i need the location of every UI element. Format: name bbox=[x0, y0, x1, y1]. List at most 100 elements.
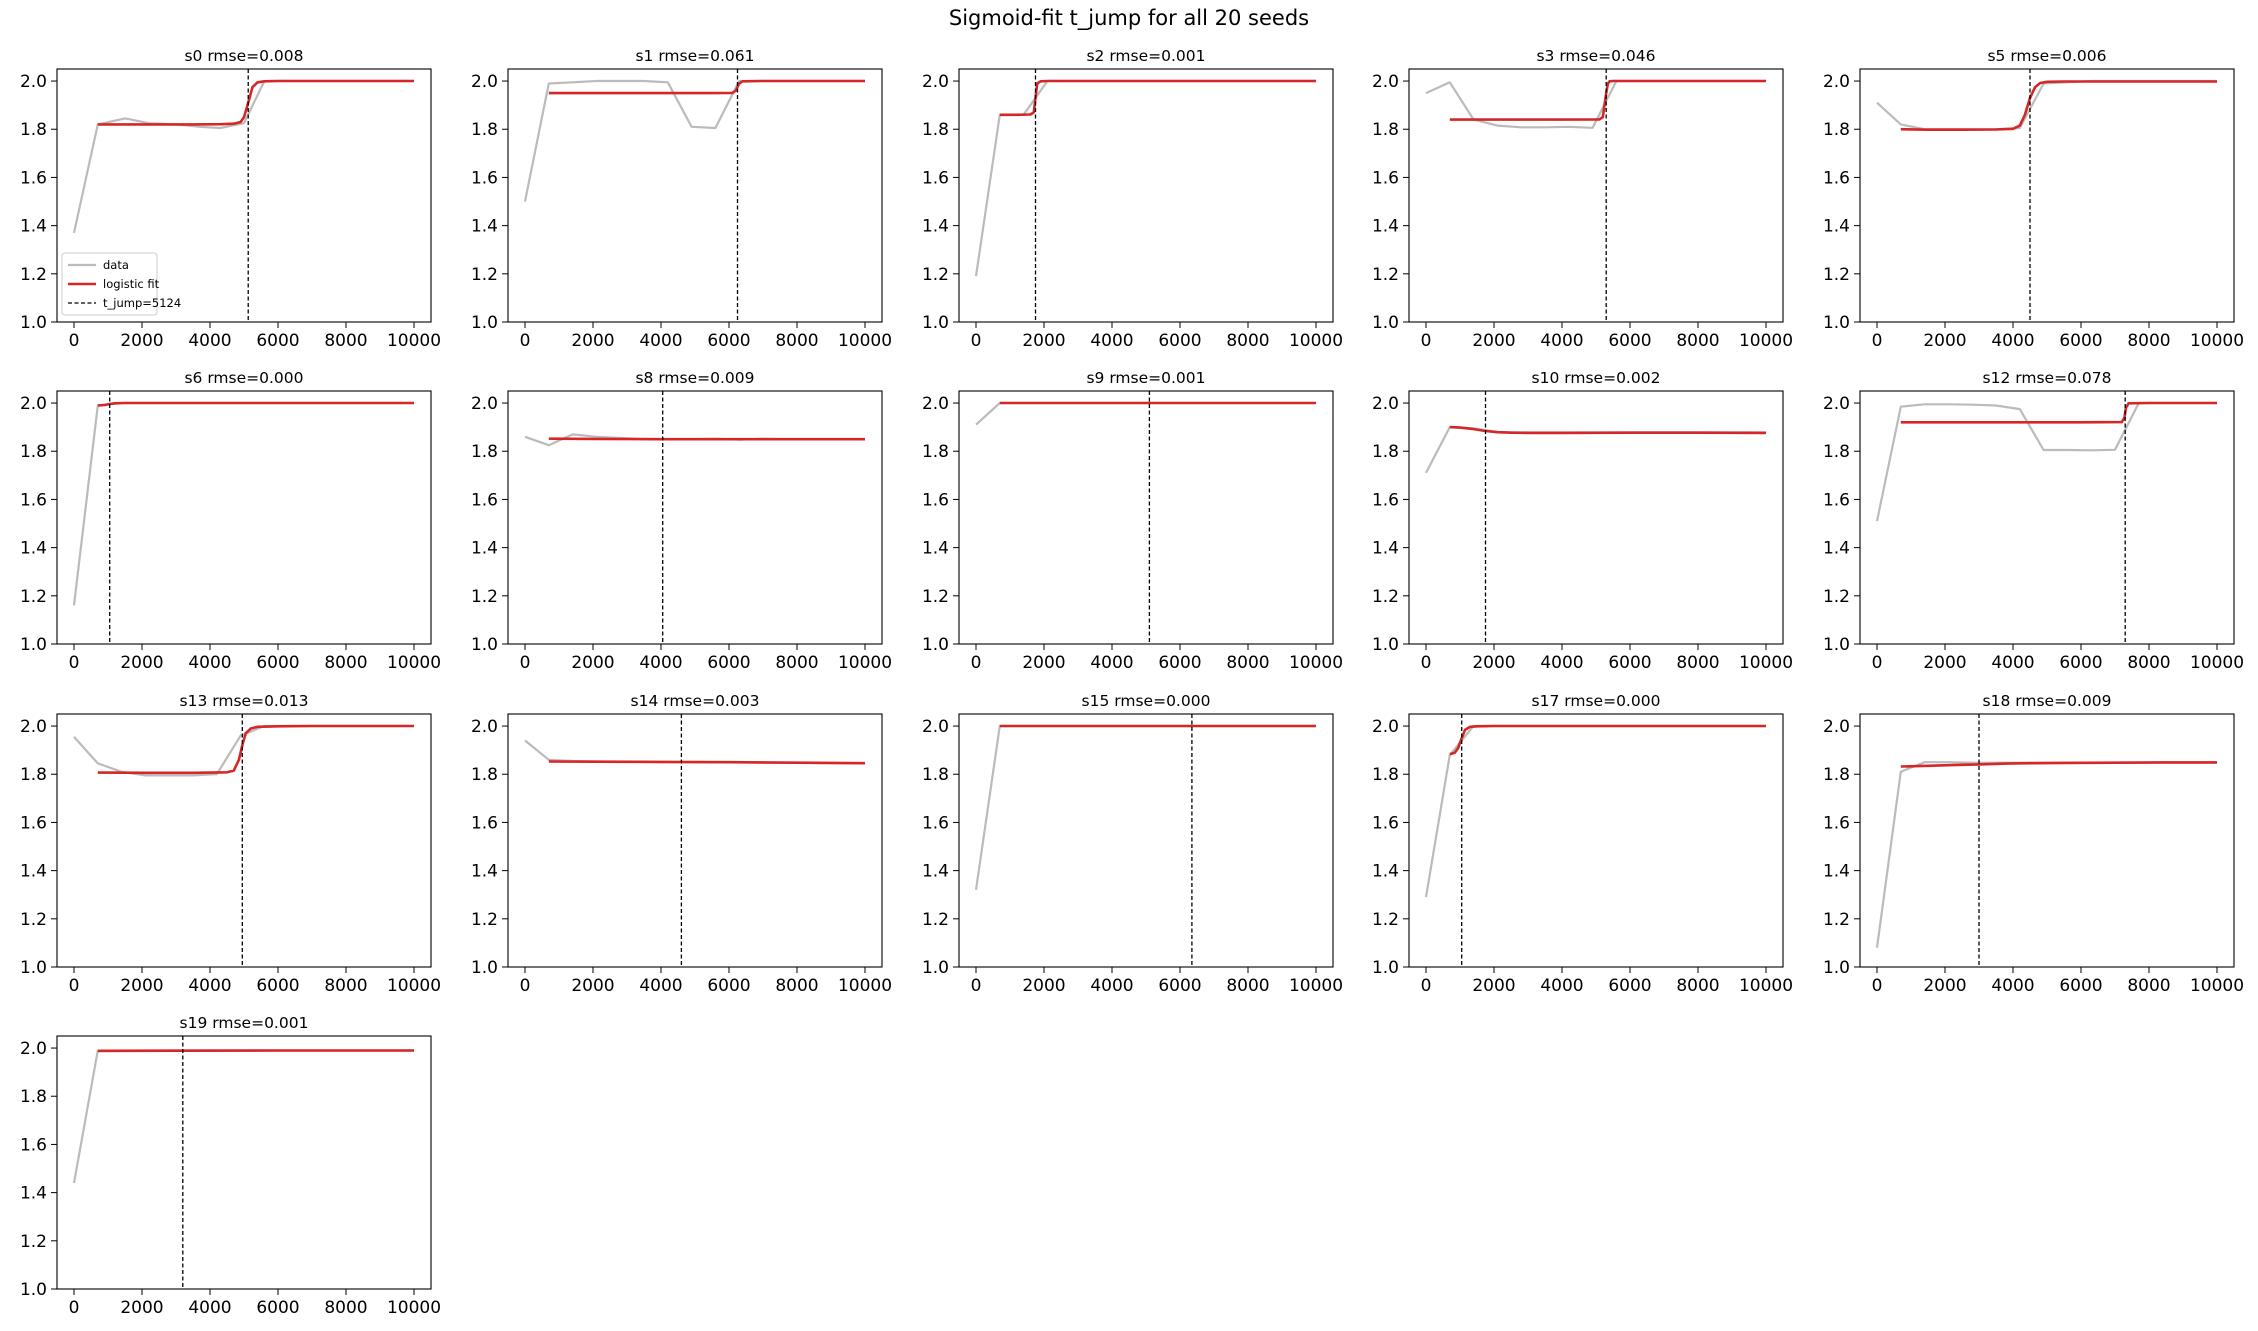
y-tick-label: 1.2 bbox=[1823, 910, 1850, 930]
x-tick-label: 8000 bbox=[1676, 331, 1719, 351]
subplot-4: s5 rmse=0.006 0 2000 4000 6000 8000 10000 1.0 1.… bbox=[1823, 47, 2244, 351]
y-tick-label: 1.0 bbox=[471, 635, 498, 655]
legend-box bbox=[61, 252, 158, 316]
subplot-10: s13 rmse=0.013 0 2000 4000 6000 8000 10000 1.0 1… bbox=[20, 692, 441, 996]
y-tick-label: 1.0 bbox=[20, 635, 47, 655]
y-tick-label: 1.4 bbox=[922, 539, 949, 559]
subplot-title: s0 rmse=0.008 bbox=[184, 47, 303, 65]
x-tick-label: 0 bbox=[520, 331, 531, 351]
y-tick-label: 1.6 bbox=[471, 813, 498, 833]
y-tick-label: 1.4 bbox=[20, 217, 47, 237]
data-series-line bbox=[1875, 401, 2217, 522]
y-tick-label: 1.0 bbox=[922, 313, 949, 333]
y-tick-label: 1.2 bbox=[1372, 910, 1399, 930]
subplot-14: s18 rmse=0.009 0 2000 4000 6000 8000 10000 1.0 1… bbox=[1823, 692, 2244, 996]
data-series-line bbox=[1875, 761, 2217, 948]
y-tick-label: 1.6 bbox=[922, 490, 949, 510]
y-tick-label: 1.0 bbox=[1823, 635, 1850, 655]
fit-series-line bbox=[1449, 724, 1766, 756]
y-tick-label: 1.2 bbox=[922, 587, 949, 607]
x-tick-label: 0 bbox=[1872, 653, 1883, 673]
x-tick-label: 8000 bbox=[775, 331, 818, 351]
y-tick-label: 1.6 bbox=[20, 1135, 47, 1155]
fit-series-line bbox=[548, 760, 866, 765]
y-tick-label: 1.8 bbox=[471, 765, 498, 785]
x-tick-label: 0 bbox=[1421, 331, 1432, 351]
y-tick-label: 2.0 bbox=[1823, 72, 1850, 92]
x-tick-label: 10000 bbox=[1289, 653, 1343, 673]
y-tick-label: 1.8 bbox=[1372, 442, 1399, 462]
subplot-title: s3 rmse=0.046 bbox=[1536, 47, 1655, 65]
subplot-title: s14 rmse=0.003 bbox=[631, 692, 760, 710]
subplot-13: s17 rmse=0.000 0 2000 4000 6000 8000 10000 1.0 1… bbox=[1372, 692, 1793, 996]
x-tick-label: 2000 bbox=[1022, 976, 1065, 996]
fit-series-line bbox=[999, 79, 1316, 117]
y-tick-label: 2.0 bbox=[1823, 394, 1850, 414]
x-tick-label: 0 bbox=[971, 976, 982, 996]
subplot-title: s15 rmse=0.000 bbox=[1082, 692, 1211, 710]
data-series-line bbox=[72, 1049, 414, 1184]
y-tick-label: 1.8 bbox=[1823, 120, 1850, 140]
subplot-title: s8 rmse=0.009 bbox=[635, 369, 754, 387]
y-tick-label: 2.0 bbox=[471, 394, 498, 414]
x-tick-label: 0 bbox=[69, 1298, 80, 1318]
y-tick-label: 1.0 bbox=[20, 958, 47, 978]
y-tick-label: 2.0 bbox=[20, 394, 47, 414]
x-tick-label: 10000 bbox=[1739, 653, 1793, 673]
data-series-line bbox=[974, 724, 1316, 891]
y-tick-label: 1.0 bbox=[1372, 313, 1399, 333]
x-tick-label: 2000 bbox=[1923, 331, 1966, 351]
x-tick-label: 4000 bbox=[1090, 331, 1133, 351]
y-tick-label: 2.0 bbox=[922, 72, 949, 92]
axes-frame bbox=[507, 390, 883, 645]
axes-frame bbox=[1859, 390, 2235, 645]
y-tick-label: 2.0 bbox=[20, 1039, 47, 1059]
y-tick-label: 2.0 bbox=[1372, 394, 1399, 414]
fit-series-line bbox=[97, 79, 414, 126]
subplot-title: s1 rmse=0.061 bbox=[635, 47, 754, 65]
data-series-line bbox=[1424, 724, 1766, 898]
y-tick-label: 1.4 bbox=[1823, 217, 1850, 237]
subplot-12: s15 rmse=0.000 0 2000 4000 6000 8000 10000 1.0 1… bbox=[922, 692, 1343, 996]
x-tick-label: 6000 bbox=[707, 331, 750, 351]
y-tick-label: 1.6 bbox=[20, 168, 47, 188]
y-tick-label: 1.4 bbox=[922, 862, 949, 882]
y-tick-label: 1.6 bbox=[1823, 168, 1850, 188]
y-tick-label: 1.8 bbox=[1823, 765, 1850, 785]
y-tick-label: 1.4 bbox=[1372, 862, 1399, 882]
y-tick-label: 1.2 bbox=[471, 910, 498, 930]
y-tick-label: 1.8 bbox=[1372, 120, 1399, 140]
x-tick-label: 4000 bbox=[1540, 976, 1583, 996]
subplot-title: s5 rmse=0.006 bbox=[1987, 47, 2106, 65]
y-tick-label: 1.8 bbox=[922, 120, 949, 140]
x-tick-label: 6000 bbox=[1608, 976, 1651, 996]
x-tick-label: 4000 bbox=[188, 1298, 231, 1318]
x-tick-label: 10000 bbox=[838, 976, 892, 996]
y-tick-label: 1.0 bbox=[471, 958, 498, 978]
axes-frame bbox=[1408, 390, 1784, 645]
axes-frame bbox=[1859, 713, 2235, 968]
x-tick-label: 6000 bbox=[256, 653, 299, 673]
y-tick-label: 1.6 bbox=[471, 490, 498, 510]
data-series-line bbox=[72, 79, 414, 234]
subplot-title: s9 rmse=0.001 bbox=[1086, 369, 1205, 387]
x-tick-label: 6000 bbox=[256, 976, 299, 996]
x-tick-label: 10000 bbox=[387, 1298, 441, 1318]
x-tick-label: 10000 bbox=[2190, 331, 2244, 351]
y-tick-label: 1.0 bbox=[1372, 958, 1399, 978]
fit-series-line bbox=[1900, 80, 2217, 131]
data-series-line bbox=[523, 79, 865, 202]
x-tick-label: 4000 bbox=[188, 331, 231, 351]
x-tick-label: 4000 bbox=[188, 653, 231, 673]
x-tick-label: 10000 bbox=[387, 976, 441, 996]
x-tick-label: 0 bbox=[520, 976, 531, 996]
y-tick-label: 1.2 bbox=[1372, 265, 1399, 285]
x-tick-label: 8000 bbox=[2127, 331, 2170, 351]
x-tick-label: 8000 bbox=[1676, 976, 1719, 996]
x-tick-label: 0 bbox=[69, 976, 80, 996]
y-tick-label: 1.2 bbox=[1823, 265, 1850, 285]
y-tick-label: 1.2 bbox=[1372, 587, 1399, 607]
x-tick-label: 0 bbox=[69, 653, 80, 673]
y-tick-label: 1.4 bbox=[1372, 539, 1399, 559]
y-tick-label: 1.2 bbox=[20, 910, 47, 930]
